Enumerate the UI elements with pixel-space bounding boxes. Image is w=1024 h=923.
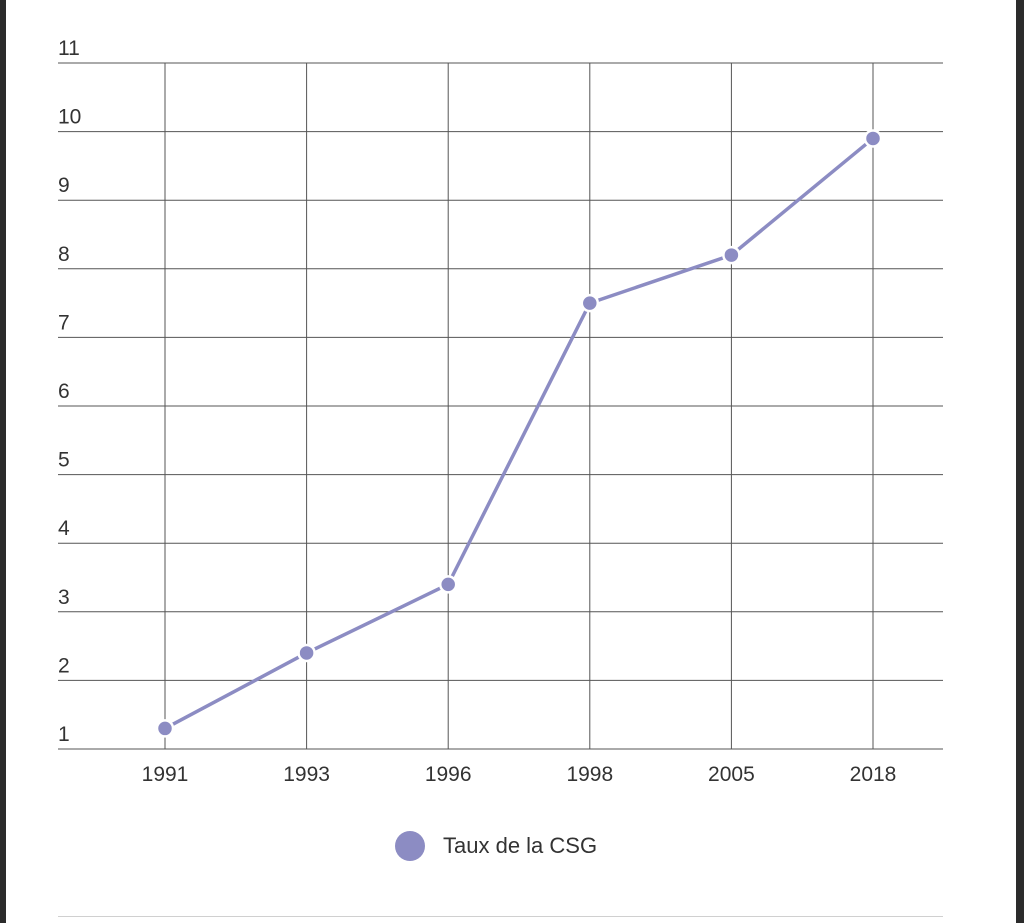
window-frame-right [1016, 0, 1024, 923]
data-point [580, 293, 600, 313]
x-tick-label: 2018 [850, 763, 897, 786]
y-tick-label: 11 [58, 37, 80, 60]
data-point [155, 719, 175, 738]
x-tick-label: 1993 [283, 763, 330, 786]
data-point [297, 643, 316, 663]
x-tick-label: 1996 [425, 763, 472, 786]
y-tick-label: 2 [58, 654, 70, 677]
series-taux-de-la-csg [155, 129, 883, 738]
window-frame-left [0, 0, 6, 923]
data-point [722, 245, 741, 265]
y-tick-label: 3 [58, 586, 70, 609]
data-point [863, 129, 883, 148]
grid-lines [58, 62, 943, 750]
y-tick-label: 10 [58, 106, 81, 129]
y-tick-label: 4 [58, 517, 70, 540]
x-axis-tick-labels: 1991 1993 1996 1998 2005 2018 [142, 763, 897, 786]
x-tick-label: 1998 [566, 763, 613, 786]
x-tick-label: 1991 [142, 763, 189, 786]
y-axis-tick-labels: 1 2 3 4 5 6 7 8 9 10 11 [58, 37, 81, 746]
y-tick-label: 5 [58, 449, 70, 472]
y-tick-label: 7 [58, 311, 70, 334]
y-tick-label: 1 [58, 723, 70, 746]
bottom-divider [58, 916, 943, 917]
y-tick-label: 8 [58, 243, 70, 266]
x-tick-label: 2005 [708, 763, 755, 786]
y-tick-label: 9 [58, 174, 70, 197]
data-point [438, 575, 458, 594]
legend: Taux de la CSG [395, 830, 597, 862]
series-line [163, 136, 875, 731]
legend-label: Taux de la CSG [443, 833, 598, 858]
legend-swatch [395, 831, 425, 861]
y-tick-label: 6 [58, 380, 70, 403]
